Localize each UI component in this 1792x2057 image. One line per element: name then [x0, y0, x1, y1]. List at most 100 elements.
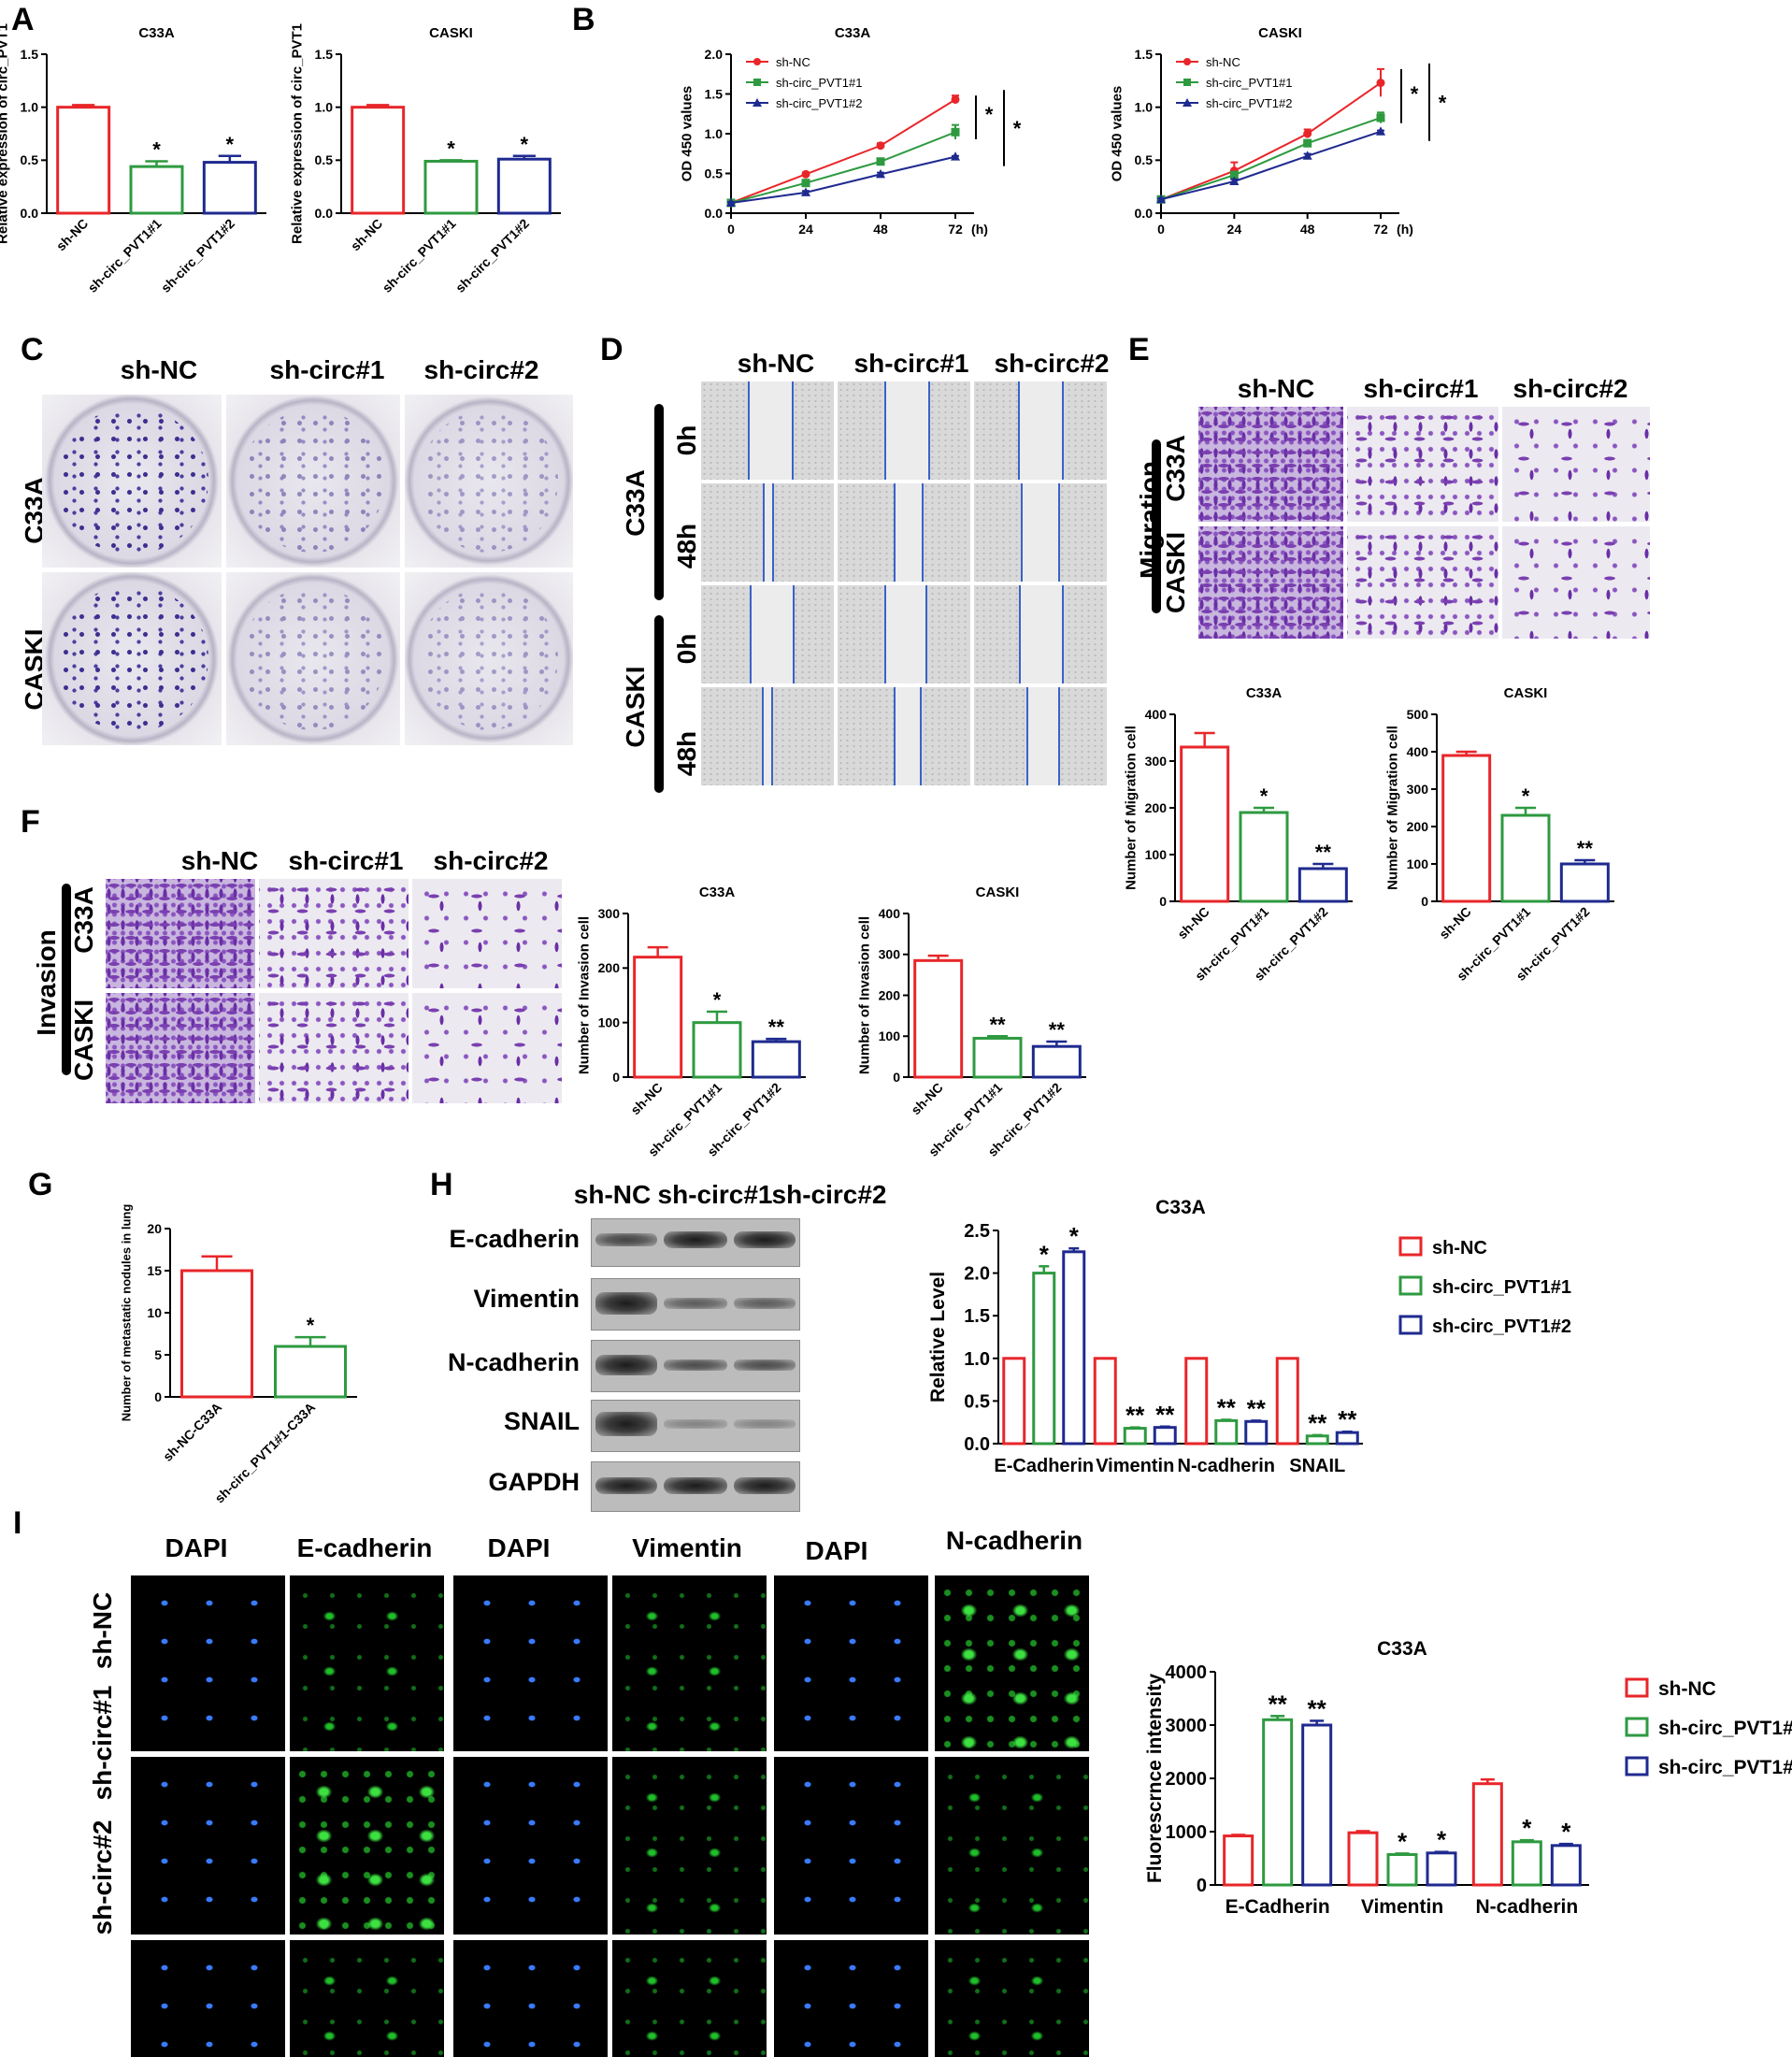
- wb-blot-n-cadherin: [591, 1340, 800, 1392]
- y-tick-label: 300: [1145, 754, 1168, 769]
- legend-label: sh-circ_PVT1#2: [1432, 1316, 1571, 1337]
- significance-mark: *: [152, 137, 161, 161]
- legend-label: sh-circ_PVT1#1: [1206, 76, 1292, 90]
- y-tick-label: 1.5: [705, 86, 724, 101]
- bar: [1262, 1718, 1294, 1887]
- wound-caski-sh-circ2-0h: [974, 585, 1107, 683]
- wb-header-sh-circ2: sh-circ#2: [771, 1180, 887, 1209]
- bar: [1244, 1419, 1269, 1446]
- y-tick-label: 2.5: [964, 1221, 990, 1242]
- y-tick-label: 1.0: [21, 100, 39, 115]
- chart-title: CASKI: [429, 25, 473, 41]
- x-tick-label: 0: [1157, 222, 1165, 237]
- significance-mark: **: [1315, 841, 1332, 864]
- if-row-label-sh-nc: sh-NC: [88, 1591, 117, 1670]
- chart-title: C33A: [138, 25, 175, 41]
- significance-mark: *: [521, 133, 529, 156]
- y-axis-label: Relative Level: [927, 1272, 949, 1402]
- significance-mark: **: [1338, 1405, 1357, 1433]
- y-tick-label: 15: [147, 1263, 162, 1278]
- category-label: sh-circ_PVT1#1: [85, 216, 165, 295]
- chart-b-caski: 0.0 0.5 1.0 1.5 OD 450 values CASKI 0 24 48 72 (h)…: [1110, 25, 1447, 237]
- colony-dish-caski-sh-circ2: [405, 572, 573, 745]
- f-header-sh-circ1: sh-circ#1: [288, 846, 404, 875]
- bar: [1386, 1853, 1418, 1887]
- legend-swatch: [1625, 1756, 1649, 1776]
- bar: [1214, 1418, 1239, 1446]
- category-label: sh-NC: [908, 1080, 945, 1117]
- significance-mark: *: [226, 133, 235, 156]
- panel-label-e: E: [1128, 332, 1150, 367]
- bar: [913, 958, 964, 1079]
- data-point: [876, 157, 885, 166]
- f-header-sh-nc: sh-NC: [180, 846, 259, 875]
- legend-label: sh-NC: [1432, 1238, 1487, 1259]
- migration-caski-sh-circ1: [1347, 526, 1498, 639]
- d-row-label-c33a: C33A: [621, 469, 650, 537]
- category-label: E-Cadherin: [994, 1456, 1094, 1476]
- y-tick-label: 4000: [1166, 1662, 1208, 1683]
- colony-dish-c33a-sh-nc: [42, 395, 222, 568]
- y-axis-label: Relative expression of circ_PVT1: [290, 23, 306, 244]
- significance-mark: *: [985, 103, 994, 126]
- bar: [56, 106, 111, 215]
- legend-label: sh-circ_PVT1#2: [776, 96, 862, 110]
- bar: [1511, 1840, 1542, 1887]
- legend-marker: [753, 58, 761, 65]
- chart-title: C33A: [1155, 1197, 1206, 1218]
- y-tick-label: 100: [1145, 847, 1168, 862]
- y-tick-label: 400: [1407, 744, 1429, 759]
- d-time-caski-0h: 0h: [672, 633, 701, 665]
- colony-dish-c33a-sh-circ2: [405, 395, 573, 568]
- y-tick-label: 1.0: [705, 126, 724, 141]
- y-axis-label: OD 450 values: [680, 86, 695, 182]
- bar: [1180, 745, 1230, 903]
- f-header-sh-circ2: sh-circ#2: [433, 846, 549, 875]
- y-axis-label: Fluorescrnce intensity: [1144, 1674, 1166, 1883]
- x-tick-label: 72: [1373, 222, 1388, 237]
- y-tick-label: 200: [879, 987, 901, 1002]
- legend-label: sh-circ_PVT1#2: [1206, 96, 1292, 110]
- wb-header-sh-nc: sh-NC: [573, 1180, 652, 1209]
- wb-blot-e-cadherin: [591, 1218, 800, 1267]
- wound-c33a-sh-circ2-48h: [974, 483, 1107, 582]
- wound-c33a-sh-circ2-0h: [974, 381, 1107, 480]
- y-tick-label: 1.0: [315, 100, 334, 115]
- x-tick-label: 72: [948, 222, 963, 237]
- category-label: sh-NC-C33A: [160, 1400, 224, 1464]
- d-c33a-bracket: [654, 404, 664, 600]
- bar: [1223, 1834, 1254, 1887]
- panel-label-b: B: [572, 2, 595, 37]
- significance-mark: *: [1522, 1814, 1532, 1842]
- invasion-c33a-sh-circ1: [259, 879, 409, 988]
- panel-label-a: A: [11, 2, 35, 37]
- legend-label: sh-NC: [1206, 55, 1240, 69]
- if-image-sh-nc-e-cadherin: [290, 1575, 444, 1751]
- data-point: [1303, 138, 1312, 148]
- colony-dish-c33a-sh-circ1: [226, 395, 400, 568]
- significance-mark: **: [1049, 1018, 1066, 1042]
- significance-mark: **: [989, 1013, 1006, 1036]
- data-point: [1229, 176, 1240, 185]
- e-row-label-caski: CASKI: [1161, 531, 1190, 613]
- y-tick-label: 0.0: [315, 206, 334, 221]
- chart-e-migration-caski: 0 100 200 300 400 500 Number of Migration cell…: [1385, 685, 1614, 984]
- bar: [1426, 1851, 1457, 1887]
- legend-label: sh-circ_PVT1#1: [1432, 1277, 1571, 1298]
- data-point: [1303, 129, 1312, 138]
- y-tick-label: 300: [1407, 782, 1429, 797]
- e-header-sh-nc: sh-NC: [1237, 374, 1315, 403]
- legend-marker: [1183, 58, 1191, 65]
- significance-mark: **: [1155, 1401, 1175, 1429]
- if-image-sh-circ1-dapi-2: [453, 1757, 608, 1935]
- y-tick-label: 200: [1145, 800, 1168, 815]
- legend-label: sh-circ_PVT1#2: [1658, 1757, 1792, 1778]
- bar: [496, 157, 552, 215]
- if-image-sh-circ1-vimentin: [612, 1757, 767, 1935]
- bar: [274, 1345, 347, 1399]
- f-row-label-caski: CASKI: [69, 999, 98, 1081]
- series-line: [730, 98, 956, 204]
- bar: [1305, 1434, 1329, 1446]
- bar: [1184, 1357, 1209, 1446]
- chart-a-caski: 0.0 0.5 1.0 1.5 Relative expression of circ_…: [290, 23, 561, 295]
